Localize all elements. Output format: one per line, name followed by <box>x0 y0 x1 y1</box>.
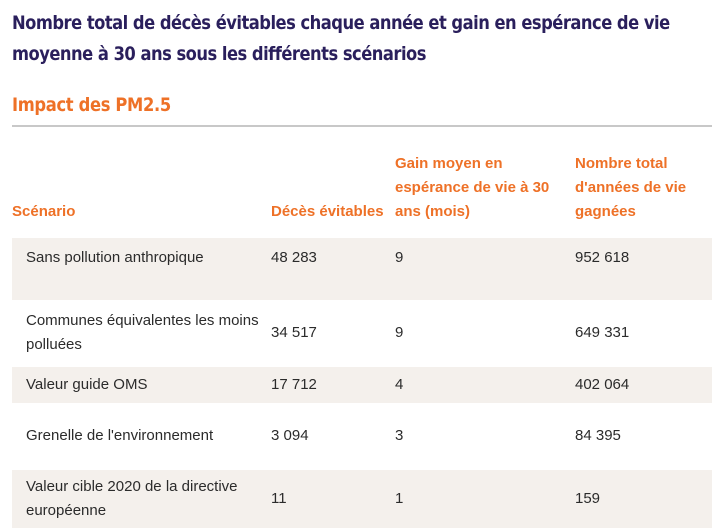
page-title: Nombre total de décès évitables chaque a… <box>12 8 670 70</box>
section-title: Impact des PM2.5 <box>12 94 171 116</box>
header-annees-gagnees: Nombre total d'années de vie gagnées <box>575 155 687 220</box>
header-gain-moyen: Gain moyen en espérance de vie à 30 ans … <box>395 155 550 220</box>
cell-scenario: Sans pollution anthropique <box>12 238 271 301</box>
table-row: Communes équivalentes les moins polluées… <box>12 301 712 365</box>
cell-gain: 3 <box>395 404 575 468</box>
section-divider <box>12 125 712 127</box>
cell-annees: 159 <box>575 468 712 529</box>
cell-scenario: Grenelle de l'environnement <box>12 404 271 468</box>
cell-scenario: Valeur cible 2020 de la directive europé… <box>12 468 271 529</box>
cell-scenario: Communes équivalentes les moins polluées <box>12 301 271 365</box>
cell-annees: 649 331 <box>575 301 712 365</box>
cell-gain: 1 <box>395 468 575 529</box>
cell-deces: 11 <box>271 468 395 529</box>
table-row: Grenelle de l'environnement 3 094 3 84 3… <box>12 404 712 468</box>
cell-annees: 84 395 <box>575 404 712 468</box>
table-row: Valeur cible 2020 de la directive europé… <box>12 468 712 529</box>
cell-annees: 952 618 <box>575 238 712 301</box>
page-title-line-2: moyenne à 30 ans sous les différents scé… <box>12 43 426 65</box>
cell-annees: 402 064 <box>575 365 712 404</box>
cell-deces: 17 712 <box>271 365 395 404</box>
cell-gain: 9 <box>395 301 575 365</box>
header-deces-evitables: Décès évitables <box>271 203 384 220</box>
page-title-line-1: Nombre total de décès évitables chaque a… <box>12 12 670 34</box>
cell-deces: 3 094 <box>271 404 395 468</box>
header-scenario: Scénario <box>12 203 76 220</box>
table-row: Sans pollution anthropique 48 283 9 952 … <box>12 238 712 301</box>
table-row: Valeur guide OMS 17 712 4 402 064 <box>12 365 712 404</box>
cell-scenario: Valeur guide OMS <box>12 365 271 404</box>
results-table: Scénario Décès évitables Gain moyen en e… <box>12 127 712 531</box>
table-header-row: Scénario Décès évitables Gain moyen en e… <box>12 127 712 238</box>
cell-deces: 48 283 <box>271 238 395 301</box>
cell-gain: 9 <box>395 238 575 301</box>
cell-gain: 4 <box>395 365 575 404</box>
cell-deces: 34 517 <box>271 301 395 365</box>
